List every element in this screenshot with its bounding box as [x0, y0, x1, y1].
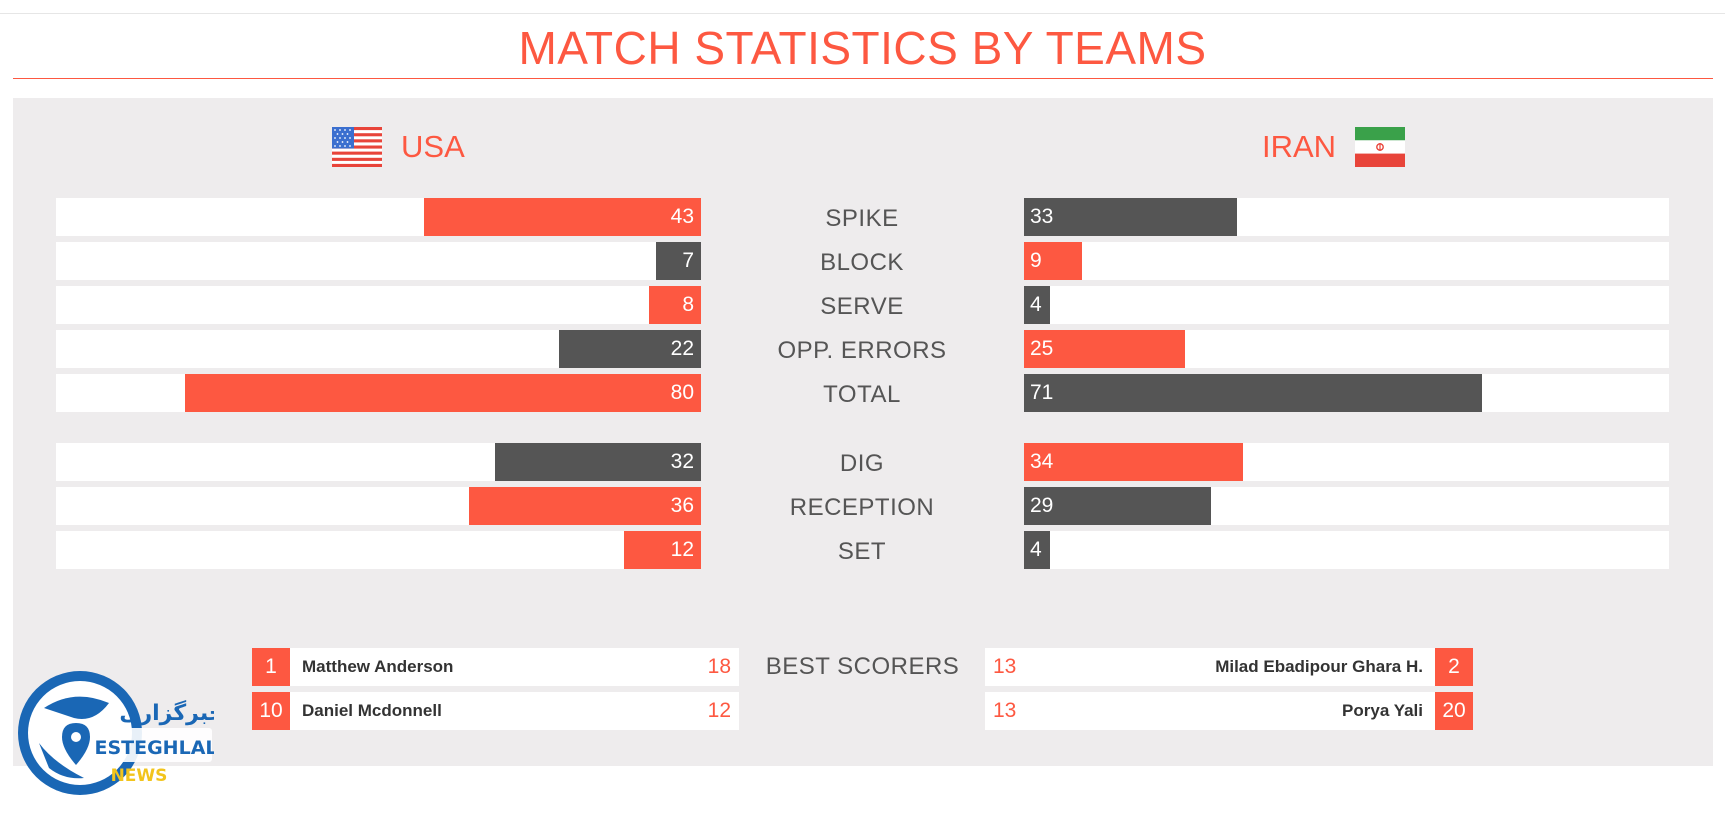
player-name: Porya Yali [1342, 701, 1423, 720]
stat-track-usa [56, 286, 701, 324]
player-points: 13 [993, 699, 1017, 722]
team-header-iran: IRAN [1262, 126, 1406, 168]
stat-label: BLOCK [820, 249, 904, 276]
team-name-iran: IRAN [1262, 129, 1337, 164]
bar-usa-spike: 43 [424, 198, 701, 236]
bar-usa-reception: 36 [469, 487, 701, 525]
stat-label: OPP. ERRORS [777, 337, 947, 364]
iran-flag-icon [1355, 127, 1406, 167]
bar-value-usa: 80 [670, 381, 694, 404]
title-underline [13, 78, 1713, 79]
stat-label: TOTAL [823, 381, 901, 408]
stat-track-iran [1024, 531, 1669, 569]
bar-usa-serve: 8 [649, 286, 701, 324]
bar-iran-opp-errors: 25 [1024, 330, 1185, 368]
scorer-row-away-1: 13 Milad Ebadipour Ghara H. 2 [985, 648, 1473, 686]
stat-label: SPIKE [825, 205, 899, 232]
page-title: MATCH STATISTICS BY TEAMS [518, 22, 1207, 74]
bar-iran-set: 4 [1024, 531, 1050, 569]
logo-text-news: NEWS [111, 766, 168, 786]
bar-value-iran: 29 [1030, 494, 1054, 517]
bar-value-usa: 7 [682, 249, 694, 272]
bar-value-usa: 32 [670, 450, 694, 473]
best-scorers-label: BEST SCORERS [765, 653, 960, 680]
bar-value-iran: 4 [1030, 538, 1042, 561]
bar-value-iran: 33 [1030, 205, 1054, 228]
bar-usa-dig: 32 [495, 443, 701, 481]
bar-iran-spike: 33 [1024, 198, 1237, 236]
bar-value-usa: 22 [670, 337, 694, 360]
stat-track-usa [56, 242, 701, 280]
stat-label: DIG [839, 450, 885, 477]
bar-value-usa: 8 [682, 293, 694, 316]
bar-value-usa: 36 [670, 494, 694, 517]
bar-value-iran: 34 [1030, 450, 1054, 473]
top-divider [0, 13, 1725, 14]
stat-track-iran [1024, 286, 1669, 324]
bar-iran-serve: 4 [1024, 286, 1050, 324]
player-points: 13 [993, 655, 1017, 678]
bar-value-usa: 12 [670, 538, 694, 561]
jersey-number: 2 [1435, 648, 1473, 686]
logo-text-esteghlal: ESTEGHLAL [94, 737, 214, 759]
scorer-row-home-2: 10 Daniel Mcdonnell 12 [252, 692, 739, 730]
team-name-usa: USA [401, 129, 465, 164]
bar-usa-block: 7 [656, 242, 701, 280]
bar-iran-block: 9 [1024, 242, 1082, 280]
bar-value-iran: 9 [1030, 249, 1042, 272]
bar-usa-opp-errors: 22 [559, 330, 701, 368]
player-points: 18 [707, 655, 731, 678]
jersey-number: 20 [1435, 692, 1473, 730]
bar-value-iran: 25 [1030, 337, 1054, 360]
logo-text-arabic: خبرگزاری [119, 699, 214, 726]
bar-usa-total: 80 [185, 374, 701, 412]
jersey-number: 1 [252, 648, 290, 686]
stat-label: SERVE [820, 293, 904, 320]
scorer-row-away-2: 13 Porya Yali 20 [985, 692, 1473, 730]
player-name: Matthew Anderson [302, 657, 454, 676]
bar-value-usa: 43 [670, 205, 694, 228]
bar-value-iran: 71 [1030, 381, 1054, 404]
team-header-usa: USA [332, 126, 465, 168]
scorer-row-home-1: 1 Matthew Anderson 18 [252, 648, 739, 686]
bar-usa-set: 12 [624, 531, 701, 569]
stat-track-iran [1024, 242, 1669, 280]
player-name: Milad Ebadipour Ghara H. [1215, 657, 1423, 676]
bar-iran-dig: 34 [1024, 443, 1243, 481]
stat-track-usa [56, 531, 701, 569]
bar-value-iran: 4 [1030, 293, 1042, 316]
stat-label: SET [837, 538, 887, 565]
stat-label: RECEPTION [789, 494, 935, 521]
usa-flag-icon [332, 127, 382, 167]
player-points: 12 [707, 699, 731, 722]
jersey-number: 10 [252, 692, 290, 730]
bar-iran-reception: 29 [1024, 487, 1211, 525]
player-name: Daniel Mcdonnell [302, 701, 442, 720]
bar-iran-total: 71 [1024, 374, 1482, 412]
esteghlal-news-logo: خبرگزاری ESTEGHLAL NEWS [18, 671, 214, 795]
